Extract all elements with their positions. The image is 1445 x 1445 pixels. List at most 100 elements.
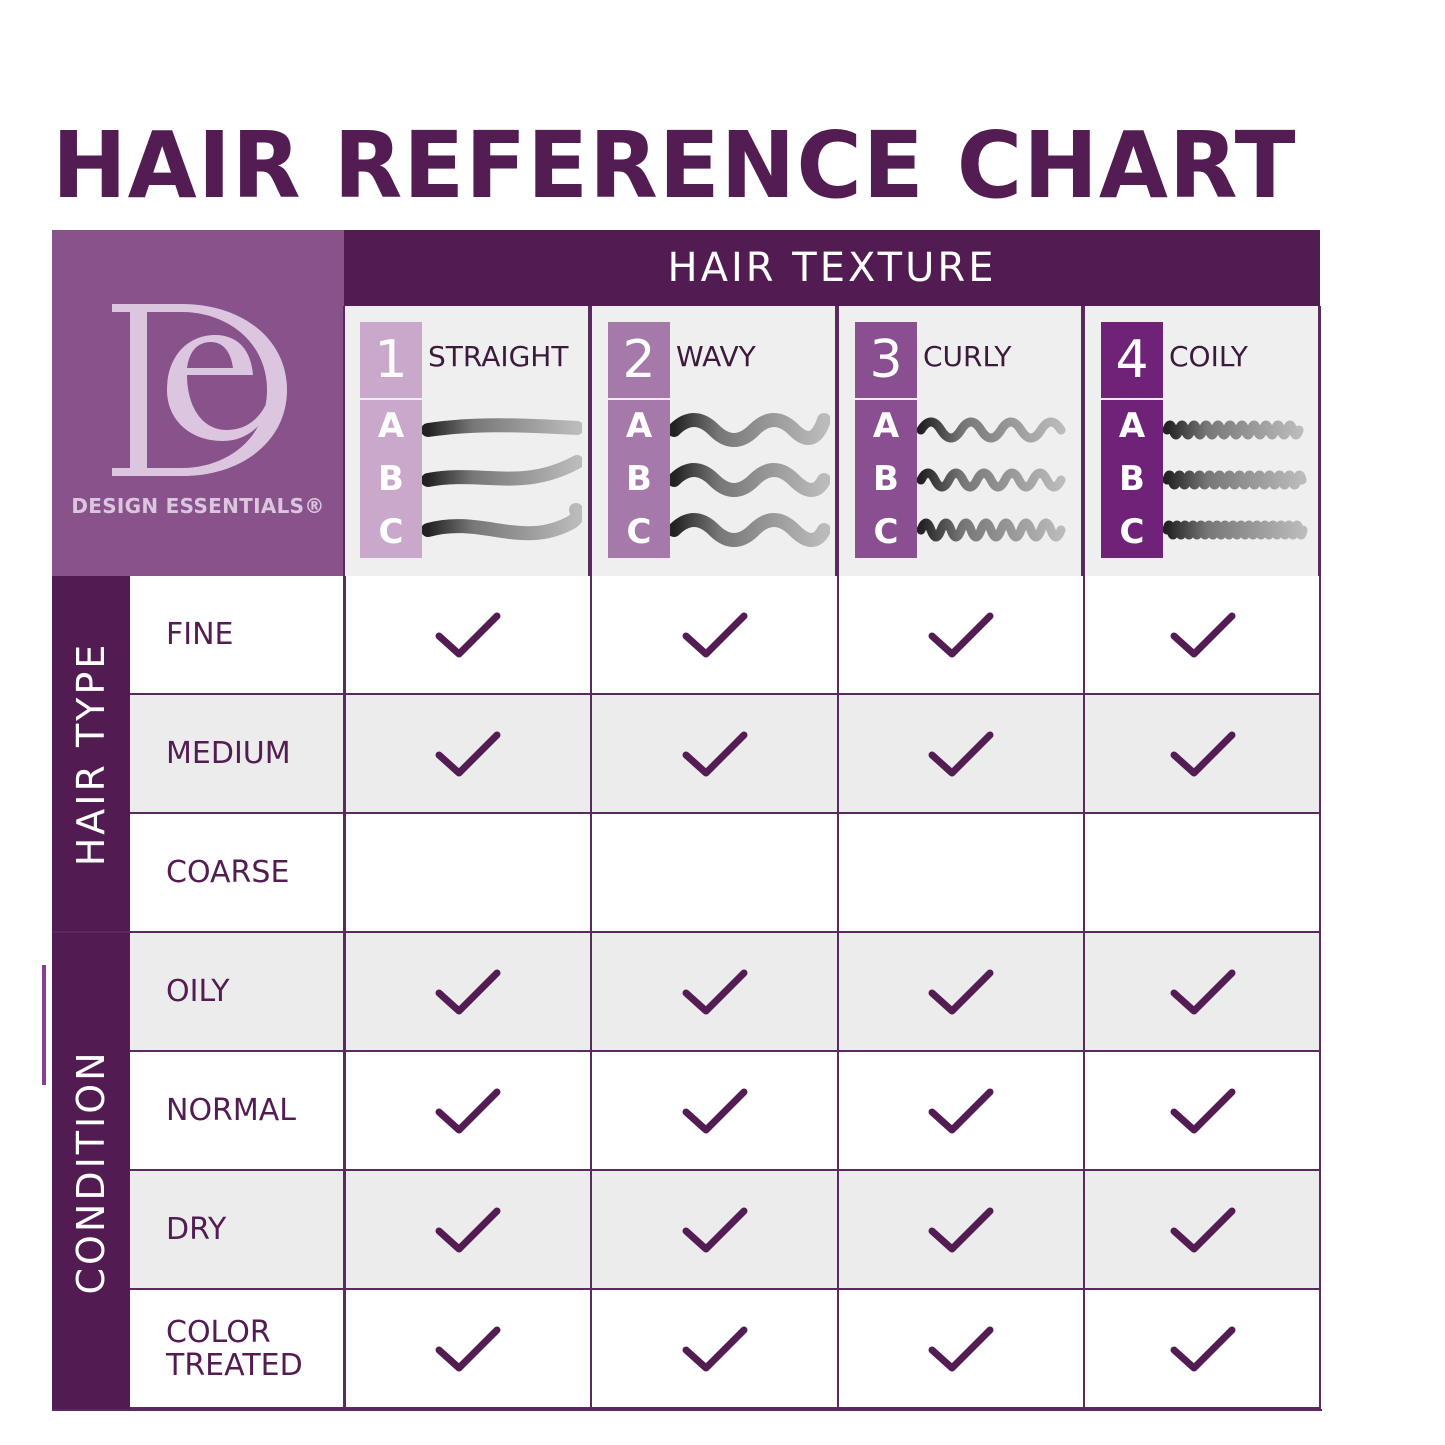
checkmark-icon xyxy=(1170,1088,1235,1133)
table-cell xyxy=(837,1171,1083,1288)
de-logo-icon xyxy=(112,304,287,476)
subtype-label: A xyxy=(872,406,900,447)
checkmark-icon xyxy=(435,1207,501,1252)
table-row: MEDIUM xyxy=(130,695,1320,814)
checkmark-icon xyxy=(435,969,501,1014)
table-cell xyxy=(590,933,837,1050)
checkmark-icon xyxy=(928,731,994,776)
texture-label: COILY xyxy=(1169,340,1248,373)
hair-strand-icon xyxy=(917,417,1066,542)
subtype-label: B xyxy=(626,458,652,499)
checkmark-icon xyxy=(435,1088,501,1133)
table-cell xyxy=(344,1290,590,1407)
table-row: DRY xyxy=(130,1171,1320,1290)
table-cell xyxy=(837,933,1083,1050)
checkmark-icon xyxy=(928,1207,994,1252)
subtype-label: A xyxy=(1118,406,1146,447)
table-cell xyxy=(837,814,1083,931)
hair-type-group-label: HAIR TYPE xyxy=(52,576,130,933)
subtype-label: B xyxy=(873,458,899,499)
checkmark-icon xyxy=(1170,969,1235,1014)
table-cell xyxy=(837,695,1083,812)
row-label: COARSE xyxy=(166,855,290,890)
checkmark-icon xyxy=(435,1326,501,1371)
row-label: NORMAL xyxy=(166,1093,297,1128)
row-label: MEDIUM xyxy=(166,736,291,771)
brand-name: DESIGN ESSENTIALS® xyxy=(71,494,325,518)
row-label: OILY xyxy=(166,974,230,1009)
row-label: COLOR TREATED xyxy=(166,1314,303,1383)
subtype-label: C xyxy=(626,511,652,552)
edge-marker xyxy=(42,965,46,1085)
checkmark-icon xyxy=(682,1088,747,1133)
table-cell xyxy=(837,1290,1083,1407)
table-cell xyxy=(344,814,590,931)
page-title: HAIR REFERENCE CHART xyxy=(52,112,1297,219)
hair-strand-icon xyxy=(670,413,830,547)
table-cell xyxy=(344,1052,590,1169)
hair-texture-header: HAIR TEXTURE xyxy=(344,230,1320,306)
table-cell xyxy=(590,695,837,812)
table-row: OILY xyxy=(130,933,1320,1052)
checkmark-icon xyxy=(1170,1207,1235,1252)
table-cell xyxy=(590,1290,837,1407)
table-row: COLOR TREATED xyxy=(130,1290,1320,1409)
checkmark-icon xyxy=(435,731,501,776)
table-cell xyxy=(590,1171,837,1288)
subtype-label: C xyxy=(1119,511,1145,552)
subtype-label: C xyxy=(873,511,899,552)
brand-logo-panel: DESIGN ESSENTIALS® xyxy=(52,230,344,576)
checkmark-icon xyxy=(1170,612,1235,657)
table-cell xyxy=(590,814,837,931)
subtype-label: A xyxy=(377,406,405,447)
row-label: DRY xyxy=(166,1212,227,1247)
table-row: NORMAL xyxy=(130,1052,1320,1171)
checkmark-icon xyxy=(435,612,501,657)
subtype-label: B xyxy=(378,458,404,499)
checkmark-icon xyxy=(682,612,747,657)
subtype-label: B xyxy=(1119,458,1145,499)
condition-group-label: CONDITION xyxy=(52,933,130,1411)
table-cell xyxy=(1083,1290,1320,1407)
texture-number-badge: 3 xyxy=(855,322,917,398)
table-row: FINE xyxy=(130,576,1320,695)
hair-strand-icon xyxy=(422,418,582,541)
checkmark-icon xyxy=(682,731,747,776)
checkmark-icon xyxy=(1170,731,1235,776)
subtype-label: C xyxy=(378,511,404,552)
texture-label: STRAIGHT xyxy=(428,340,569,373)
subtype-label: A xyxy=(625,406,653,447)
texture-label: WAVY xyxy=(676,340,756,373)
checkmark-icon xyxy=(928,1088,994,1133)
table-cell xyxy=(1083,814,1320,931)
table-cell xyxy=(590,576,837,693)
texture-number-badge: 1 xyxy=(360,322,422,398)
table-cell xyxy=(344,1171,590,1288)
table-cell xyxy=(344,933,590,1050)
table-row: COARSE xyxy=(130,814,1320,933)
checkmark-icon xyxy=(682,1326,747,1371)
table-cell xyxy=(1083,1052,1320,1169)
texture-number-badge: 2 xyxy=(608,322,670,398)
table-cell xyxy=(837,576,1083,693)
checkmark-icon xyxy=(928,1326,994,1371)
texture-number-badge: 4 xyxy=(1101,322,1163,398)
table-cell xyxy=(1083,695,1320,812)
table-cell xyxy=(344,576,590,693)
hair-strand-icon xyxy=(1163,420,1308,540)
table-cell xyxy=(1083,1171,1320,1288)
checkmark-icon xyxy=(928,969,994,1014)
checkmark-icon xyxy=(1170,1326,1235,1371)
checkmark-icon xyxy=(682,969,747,1014)
table-cell xyxy=(590,1052,837,1169)
table-cell xyxy=(344,695,590,812)
row-label: FINE xyxy=(166,617,234,652)
table-cell xyxy=(1083,576,1320,693)
